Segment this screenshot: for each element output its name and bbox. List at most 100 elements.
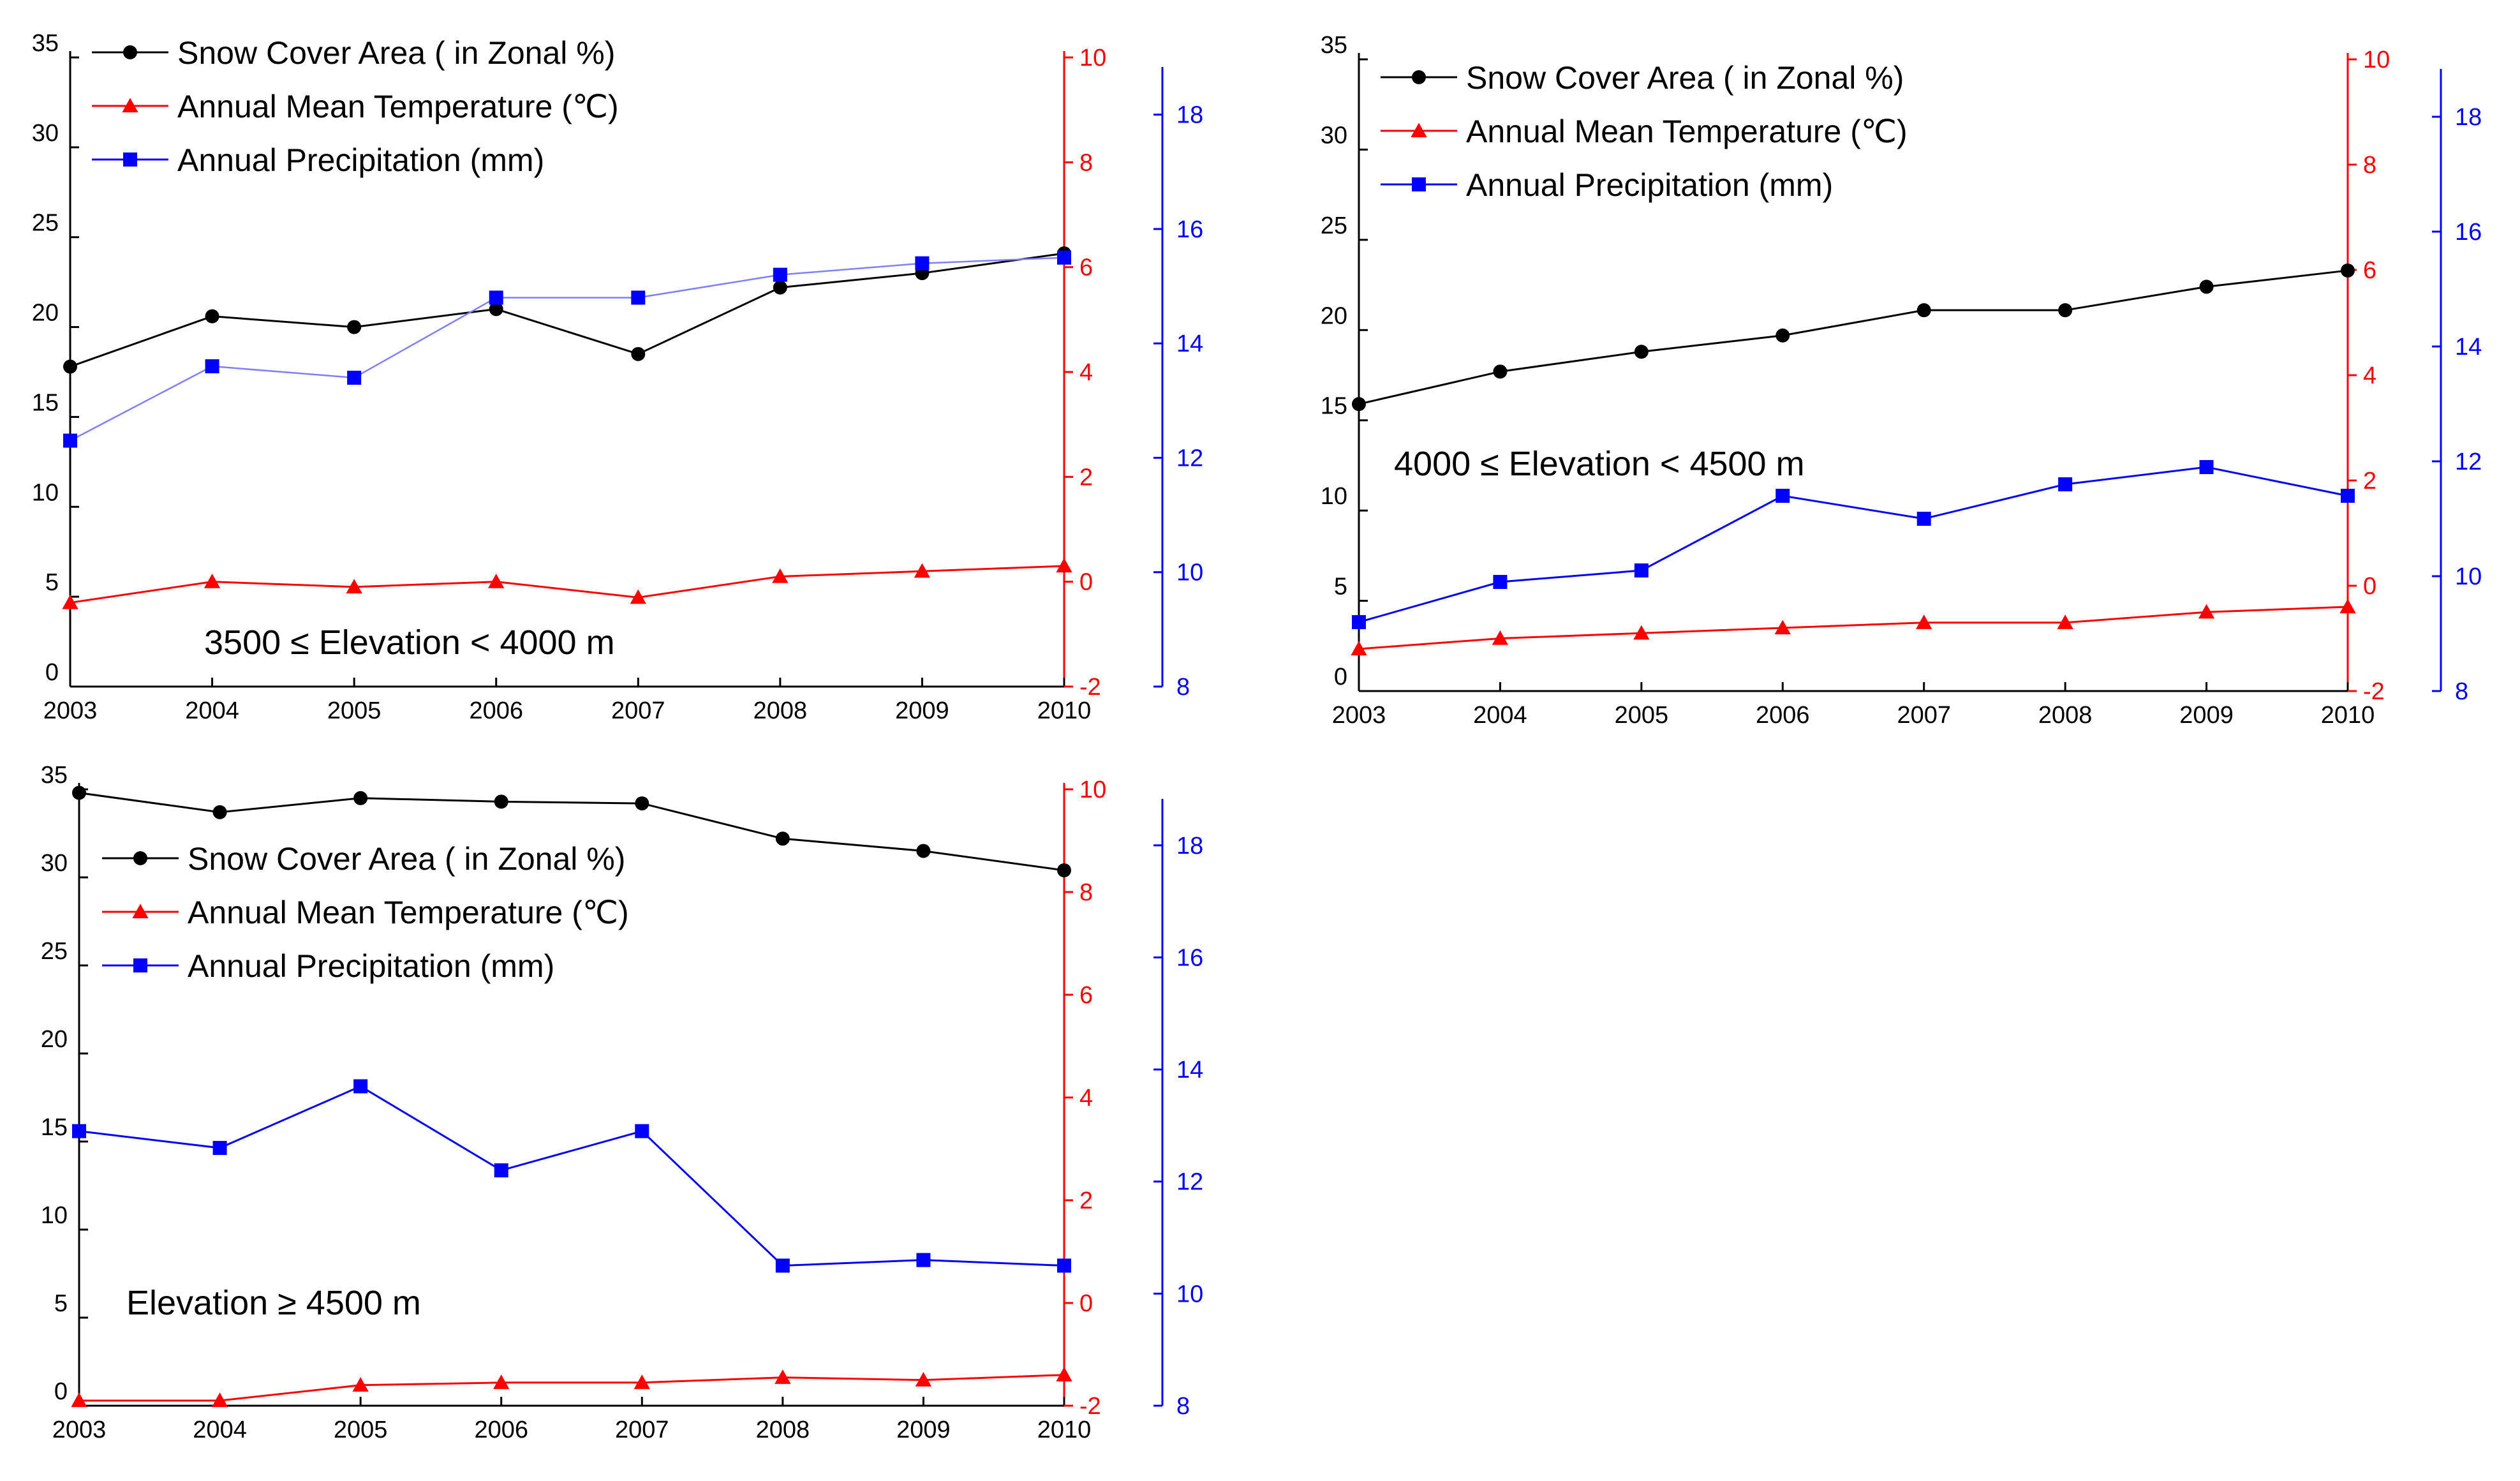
precipitation-tick-label: 16: [1176, 216, 1203, 243]
data-point: [71, 1392, 87, 1408]
data-point: [1057, 1258, 1071, 1273]
data-point: [1493, 575, 1508, 589]
legend-label: Annual Precipitation (mm): [1466, 167, 1833, 203]
legend-marker: [123, 45, 137, 59]
x-tick-label: 2010: [2321, 702, 2375, 729]
left-tick-label: 10: [32, 479, 59, 506]
precipitation-tick-label: 8: [1176, 1393, 1190, 1420]
data-point: [775, 1258, 790, 1273]
data-point: [1775, 489, 1790, 503]
temperature-tick-label: 0: [2363, 573, 2376, 600]
precipitation-tick-label: 12: [1176, 1169, 1203, 1196]
chart-panel-1: 2003 2004 2005 2006 2007 2008 2009 201005101520…: [32, 30, 1204, 724]
series-triangle: [62, 558, 1072, 609]
data-point: [489, 302, 503, 316]
data-point: [1492, 630, 1509, 645]
temperature-tick-label: 2: [1079, 464, 1093, 491]
data-point: [2339, 599, 2356, 614]
legend-label: Snow Cover Area ( in Zonal %): [1466, 60, 1904, 96]
x-tick-label: 2007: [615, 1417, 669, 1443]
data-point: [2198, 604, 2215, 619]
x-tick-label: 2008: [2038, 702, 2093, 729]
temperature-tick-label: 2: [1079, 1187, 1093, 1214]
legend-marker: [122, 98, 138, 113]
precipitation-tick-label: 16: [1176, 944, 1203, 971]
x-tick-label: 2009: [2179, 702, 2234, 729]
legend-marker: [132, 904, 149, 919]
data-point: [494, 794, 508, 809]
left-tick-label: 25: [1321, 212, 1347, 239]
data-point: [1352, 397, 1366, 412]
temperature-tick-label: 8: [2363, 152, 2376, 179]
data-point: [489, 290, 503, 305]
x-tick-label: 2006: [1756, 702, 1810, 729]
data-point: [204, 574, 221, 588]
data-point: [635, 796, 649, 811]
x-tick-label: 2007: [1897, 702, 1951, 729]
data-point: [915, 256, 930, 271]
left-tick-label: 30: [32, 120, 59, 147]
precipitation-tick-label: 14: [1176, 1057, 1203, 1083]
x-tick-label: 2003: [43, 697, 98, 724]
data-point: [2341, 489, 2355, 503]
left-tick-label: 5: [54, 1290, 68, 1317]
left-tick-label: 30: [41, 850, 68, 877]
left-tick-label: 10: [1321, 483, 1347, 510]
data-point: [1775, 328, 1790, 343]
legend-label: Annual Mean Temperature (℃): [188, 895, 629, 930]
data-point: [1057, 250, 1071, 265]
left-tick-label: 25: [32, 210, 59, 237]
left-tick-label: 25: [41, 938, 68, 965]
legend-marker: [1411, 123, 1427, 138]
legend: Snow Cover Area ( in Zonal %) Annual Mean…: [102, 841, 629, 984]
temperature-tick-label: 10: [1079, 45, 1106, 71]
series-triangle: [71, 1367, 1072, 1408]
x-tick-label: 2006: [469, 697, 523, 724]
chart-panel-2: 2003 2004 2005 2006 2007 2008 2009 201005101520…: [1321, 32, 2482, 729]
legend-label: Snow Cover Area ( in Zonal %): [188, 841, 625, 877]
data-point: [347, 320, 362, 334]
x-tick-label: 2010: [1037, 697, 1092, 724]
legend-label: Annual Mean Temperature (℃): [177, 89, 619, 124]
data-point: [2058, 303, 2073, 318]
data-point: [2341, 263, 2355, 278]
data-point: [915, 1372, 932, 1387]
series-square: [72, 1079, 1071, 1273]
series-line: [1358, 466, 2348, 623]
data-point: [352, 1377, 369, 1392]
data-point: [634, 1374, 650, 1389]
data-point: [773, 267, 787, 282]
legend-label: Annual Mean Temperature (℃): [1466, 114, 1908, 149]
precipitation-tick-label: 10: [1176, 560, 1203, 586]
data-point: [631, 346, 646, 361]
data-point: [2057, 614, 2073, 629]
temperature-tick-label: 6: [2363, 257, 2376, 284]
chart-panel-3: 2003 2004 2005 2006 2007 2008 2009 201005101520…: [41, 762, 1204, 1443]
series-square: [63, 250, 1071, 448]
left-tick-label: 5: [1334, 574, 1347, 600]
temperature-tick-label: 0: [1079, 1290, 1093, 1317]
data-point: [1056, 1367, 1072, 1381]
data-point: [212, 1141, 227, 1156]
data-point: [72, 1124, 86, 1138]
temperature-tick-label: 4: [1079, 359, 1093, 386]
elevation-annotation: 4000 ≤ Elevation < 4500 m: [1394, 445, 1805, 483]
precipitation-tick-label: 18: [2455, 104, 2482, 131]
data-point: [2058, 477, 2073, 491]
data-point: [488, 574, 505, 588]
series-square: [1352, 460, 2355, 629]
data-point: [347, 370, 362, 385]
left-tick-label: 35: [32, 30, 59, 57]
data-point: [1634, 345, 1649, 359]
data-point: [1916, 614, 1932, 629]
x-tick-label: 2005: [1615, 702, 1669, 729]
legend-label: Snow Cover Area ( in Zonal %): [177, 35, 615, 71]
data-point: [72, 785, 86, 800]
data-point: [1774, 620, 1791, 635]
series-line: [78, 792, 1065, 872]
left-tick-label: 20: [32, 300, 59, 327]
temperature-tick-label: 8: [1079, 879, 1093, 906]
temperature-tick-label: 6: [1079, 255, 1093, 281]
legend: Snow Cover Area ( in Zonal %) Annual Mean…: [1381, 60, 1908, 203]
data-point: [914, 563, 931, 578]
